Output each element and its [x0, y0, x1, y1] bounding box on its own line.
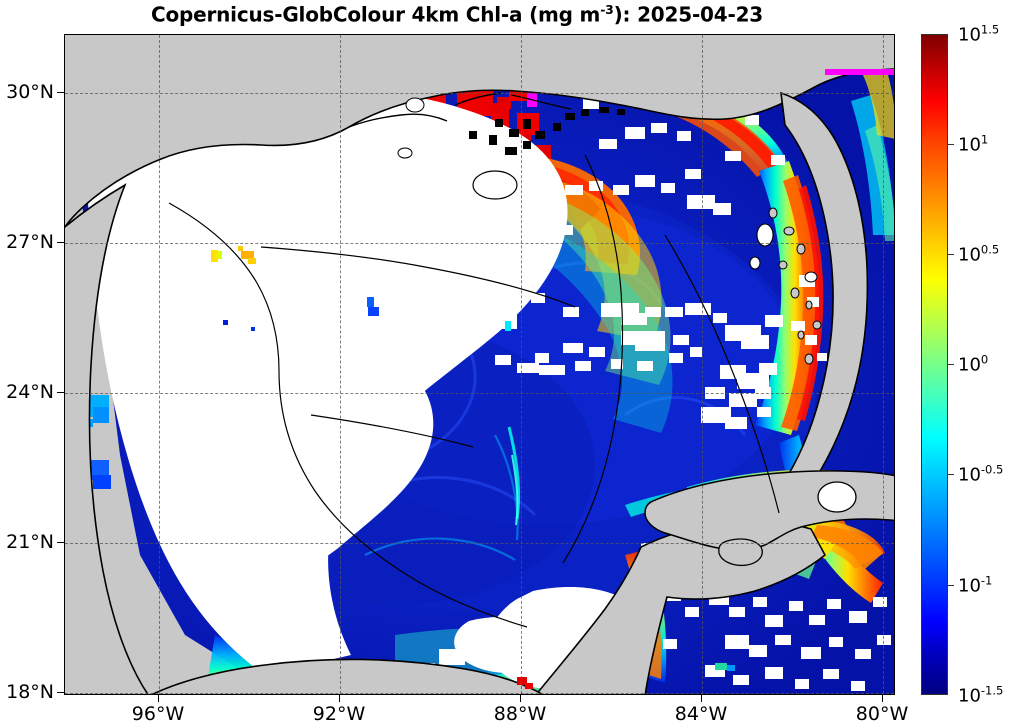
title-exponent: -3 [600, 2, 614, 17]
ytick-24n [57, 392, 64, 393]
ytick-label-27n: 27°N [6, 231, 54, 253]
colorbar-label-10e0: 100 [958, 352, 989, 376]
map-canvas [65, 35, 894, 694]
xtick-80w [882, 695, 883, 702]
xtick-88w [520, 695, 521, 702]
magenta-site-marker [527, 85, 537, 107]
ytick-label-18n: 18°N [6, 681, 54, 703]
colorbar-tick-10e1 [948, 144, 954, 145]
ytick-label-24n: 24°N [6, 381, 54, 403]
title-suffix: ): 2025-04-23 [613, 2, 764, 27]
page-title: Copernicus-GlobColour 4km Chl-a (mg m-3)… [0, 2, 914, 27]
colorbar-tick-10e0 [948, 364, 954, 365]
colorbar-label-10e0.5: 100.5 [958, 242, 1000, 266]
ytick-30n [57, 92, 64, 93]
xtick-label-84w: 84°W [674, 703, 728, 725]
xtick-84w [701, 695, 702, 702]
colorbar-label-min: 10-1.5 [958, 683, 1004, 707]
map-raster [65, 35, 894, 694]
colorbar-tick-10e0.5 [948, 254, 954, 255]
colorbar[interactable] [921, 34, 948, 695]
magenta-transect-line [825, 69, 894, 75]
xtick-label-92w: 92°W [312, 703, 366, 725]
ytick-21n [57, 542, 64, 543]
xtick-label-80w: 80°W [855, 703, 909, 725]
colorbar-label-10e-1: 10-1 [958, 573, 993, 597]
colorbar-label-max: 101.5 [958, 22, 1000, 46]
ytick-label-30n: 30°N [6, 81, 54, 103]
ytick-label-21n: 21°N [6, 531, 54, 553]
colorbar-label-10e1: 101 [958, 132, 989, 156]
xtick-92w [339, 695, 340, 702]
xtick-label-96w: 96°W [131, 703, 185, 725]
colorbar-tick-10e-1 [948, 585, 954, 586]
colorbar-label-10e-0.5: 10-0.5 [958, 462, 1004, 486]
map-axes[interactable] [64, 34, 895, 695]
ytick-18n [57, 692, 64, 693]
xtick-96w [158, 695, 159, 702]
xtick-label-88w: 88°W [493, 703, 547, 725]
colorbar-tick-10e-0.5 [948, 474, 954, 475]
ytick-27n [57, 242, 64, 243]
title-prefix: Copernicus-GlobColour 4km Chl-a (mg m [150, 2, 601, 27]
